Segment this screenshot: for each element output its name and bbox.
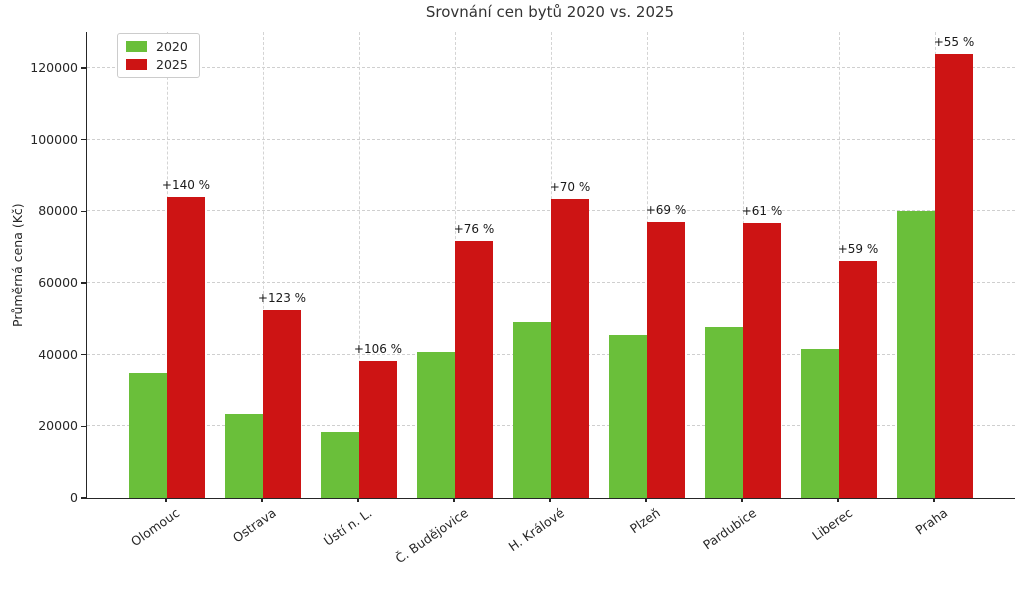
x-tick-label: H. Králové xyxy=(505,505,567,555)
legend: 2020 2025 xyxy=(117,33,200,78)
x-tick-mark xyxy=(645,498,647,502)
x-tick-mark xyxy=(549,498,551,502)
plot-area: +140 % +123 % +106 % +76 % +70 % +69 % +61 % +5… xyxy=(86,32,1015,499)
vertical-gridline xyxy=(359,32,360,498)
bar-2020 xyxy=(705,327,743,498)
bar-2025 xyxy=(263,309,301,498)
x-tick-label: Ústí n. L. xyxy=(321,505,375,549)
x-tick-label: Olomouc xyxy=(128,505,183,550)
y-tick-mark xyxy=(81,425,86,427)
x-tick-label: Č. Budějovice xyxy=(392,505,471,567)
legend-label: 2020 xyxy=(156,39,188,54)
legend-item-2025: 2025 xyxy=(126,58,188,71)
bar-2020 xyxy=(225,413,263,498)
y-tick-mark xyxy=(81,353,86,356)
bar-2020 xyxy=(129,372,167,498)
legend-swatch-2025 xyxy=(126,59,147,70)
y-tick-mark xyxy=(81,67,86,69)
bar-2025 xyxy=(167,196,205,498)
x-tick-mark xyxy=(357,498,359,502)
x-tick-label: Ostrava xyxy=(229,505,279,546)
y-tick-label: 80000 xyxy=(38,203,78,219)
x-tick-mark xyxy=(741,498,743,502)
bar-2025 xyxy=(455,240,493,498)
x-tick-mark xyxy=(837,498,839,502)
bar-2020 xyxy=(609,334,647,498)
bar-2025 xyxy=(743,222,781,498)
y-tick-label: 120000 xyxy=(30,59,78,75)
x-tick-mark xyxy=(165,498,167,502)
bar-2020 xyxy=(417,351,455,498)
x-tick-mark xyxy=(933,498,935,502)
bar-2020 xyxy=(897,211,935,498)
bar-2025 xyxy=(359,361,397,498)
y-tick-label: 100000 xyxy=(30,131,78,147)
y-tick-mark xyxy=(81,138,86,141)
x-tick-label: Pardubice xyxy=(699,505,759,553)
y-tick-mark xyxy=(81,497,86,499)
x-tick-mark xyxy=(453,498,455,502)
y-tick-mark xyxy=(81,282,86,284)
vertical-gridline xyxy=(263,32,264,498)
legend-swatch-2020 xyxy=(126,41,147,52)
bars-layer xyxy=(87,32,1015,498)
bar-2025 xyxy=(935,53,973,498)
x-tick-mark xyxy=(261,498,263,502)
bar-2020 xyxy=(513,322,551,498)
chart-title: Srovnání cen bytů 2020 vs. 2025 xyxy=(425,3,675,21)
y-tick-label: 0 xyxy=(70,490,78,505)
x-tick-label: Praha xyxy=(912,505,951,538)
x-tick-label: Liberec xyxy=(808,505,855,544)
bar-2020 xyxy=(321,431,359,498)
bar-2025 xyxy=(839,261,877,498)
y-tick-label: 60000 xyxy=(38,274,78,290)
bar-2020 xyxy=(801,349,839,498)
y-tick-mark xyxy=(81,210,86,212)
legend-item-2020: 2020 xyxy=(126,40,188,53)
legend-label: 2025 xyxy=(156,57,188,72)
y-tick-label: 20000 xyxy=(38,418,78,434)
bar-2025 xyxy=(647,221,685,498)
y-tick-label: 40000 xyxy=(38,346,78,362)
bar-2025 xyxy=(551,199,589,498)
x-tick-label: Plzeň xyxy=(626,505,663,537)
